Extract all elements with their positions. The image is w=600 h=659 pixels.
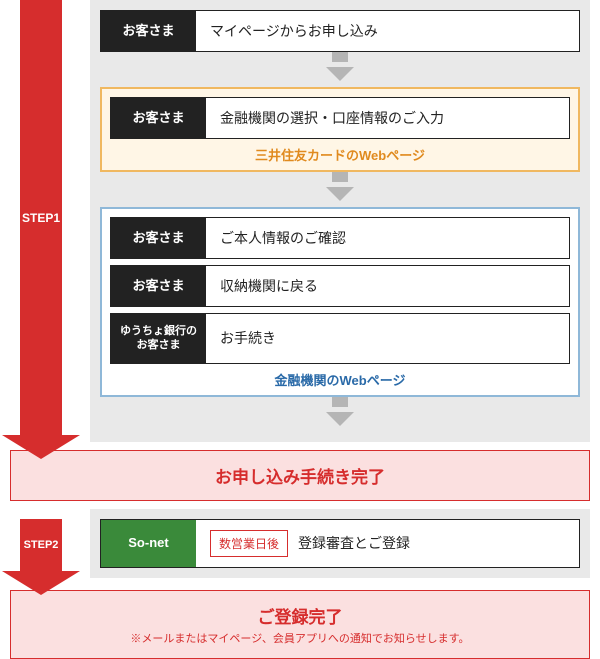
step-text-label: 登録審査とご登録 [298, 533, 410, 553]
step-text: マイページからお申し込み [196, 11, 579, 51]
step-arrow-column-2 [0, 509, 90, 578]
step-text: ご本人情報のご確認 [206, 218, 569, 258]
step1-arrow: STEP1 [20, 0, 62, 435]
step-text: お手続き [206, 314, 569, 363]
arrow-down-icon [100, 172, 580, 201]
actor-tag: お客さま [111, 266, 206, 306]
flow-column-2: So-net 数営業日後 登録審査とご登録 [90, 509, 600, 578]
step-text: 金融機関の選択・口座情報のご入力 [206, 98, 569, 138]
gray-panel-2: So-net 数営業日後 登録審査とご登録 [90, 509, 590, 578]
completion-band-2: ご登録完了 ※メールまたはマイページ、会員アプリへの通知でお知らせします。 [10, 590, 590, 659]
timing-badge: 数営業日後 [210, 530, 288, 557]
step-row-4: お客さま 収納機関に戻る [110, 265, 570, 307]
blue-group: お客さま ご本人情報のご確認 お客さま 収納機関に戻る ゆうちょ銀行のお客さま … [100, 207, 580, 397]
completion-title: ご登録完了 [19, 603, 581, 628]
actor-tag: お客さま [111, 98, 206, 138]
arrow-down-icon [100, 397, 580, 426]
step-arrow-column: STEP1 STEP2 [0, 0, 90, 442]
step-row-5: ゆうちょ銀行のお客さま お手続き [110, 313, 570, 364]
actor-tag: お客さま [101, 11, 196, 51]
step-text: 数営業日後 登録審査とご登録 [196, 520, 579, 567]
completion-band-1: お申し込み手続き完了 [10, 450, 590, 501]
step-row-6: So-net 数営業日後 登録審査とご登録 [100, 519, 580, 568]
blue-caption: 金融機関のWebページ [110, 364, 570, 389]
actor-tag: ゆうちょ銀行のお客さま [111, 314, 206, 363]
step1-arrow-head [2, 435, 80, 459]
completion-sub: ※メールまたはマイページ、会員アプリへの通知でお知らせします。 [19, 630, 581, 646]
arrow-down-icon [100, 52, 580, 81]
orange-group: お客さま 金融機関の選択・口座情報のご入力 三井住友カードのWebページ [100, 87, 580, 172]
completion-title: お申し込み手続き完了 [19, 463, 581, 488]
actor-tag: お客さま [111, 218, 206, 258]
step-row-1: お客さま マイページからお申し込み [100, 10, 580, 52]
step-text: 収納機関に戻る [206, 266, 569, 306]
step1-label: STEP1 [22, 211, 60, 225]
flow-column: お客さま マイページからお申し込み お客さま 金融機関の選択・口座情報のご入力 … [90, 0, 600, 442]
gray-panel: お客さま マイページからお申し込み お客さま 金融機関の選択・口座情報のご入力 … [90, 0, 590, 442]
step-row-2: お客さま 金融機関の選択・口座情報のご入力 [110, 97, 570, 139]
actor-tag-sonet: So-net [101, 520, 196, 567]
orange-caption: 三井住友カードのWebページ [110, 139, 570, 164]
step-row-3: お客さま ご本人情報のご確認 [110, 217, 570, 259]
